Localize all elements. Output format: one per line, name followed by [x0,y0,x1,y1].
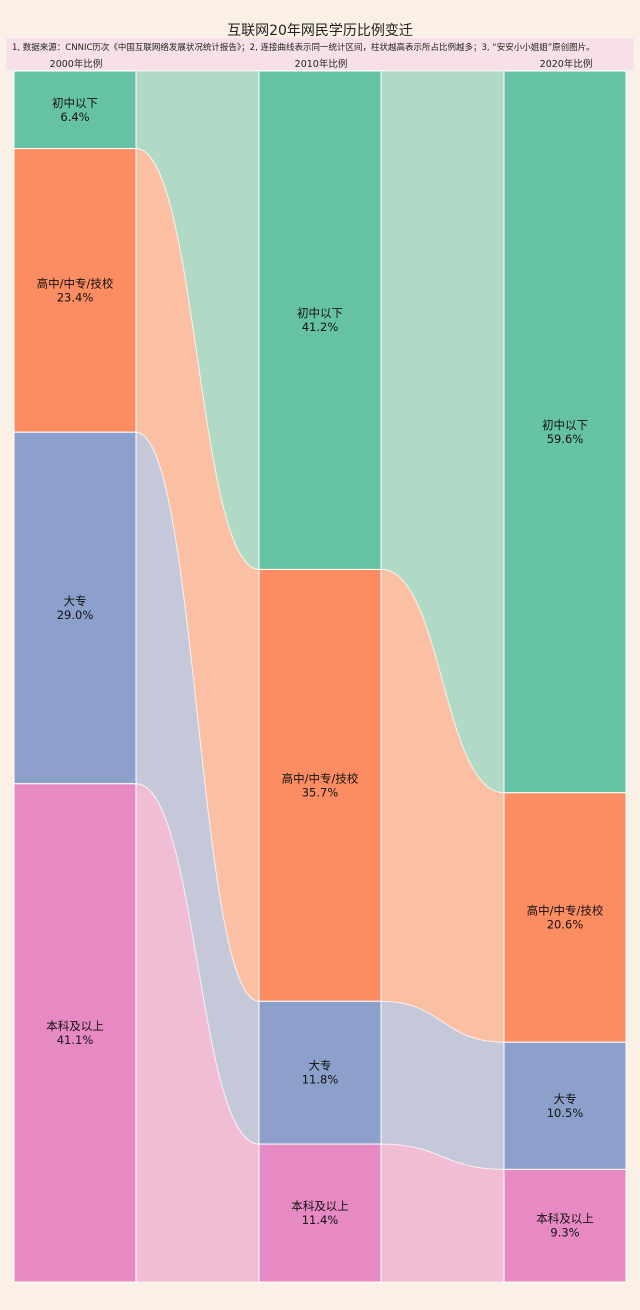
stacked-bars [13,70,627,1283]
label-value-senior-2020: 20.6% [547,917,584,931]
bar-college-2010 [258,1000,382,1145]
label-value-bachelor-2010: 11.4% [302,1213,339,1227]
bar-senior-2010 [258,568,382,1002]
label-name-college-2010: 大专 [309,1059,332,1073]
label-value-junior-2010: 41.2% [302,320,339,334]
label-name-senior-2000: 高中/中专/技校 [37,276,114,290]
label-name-bachelor-2010: 本科及以上 [291,1199,349,1213]
bar-junior-2010 [258,70,382,570]
label-name-bachelor-2020: 本科及以上 [536,1212,594,1226]
label-name-senior-2020: 高中/中专/技校 [527,903,604,917]
column-label-2020: 2020年比例 [539,59,593,70]
column-label-2010: 2010年比例 [294,59,348,70]
label-value-college-2000: 29.0% [57,608,94,622]
label-value-college-2020: 10.5% [547,1106,584,1120]
label-name-college-2000: 大专 [64,594,87,608]
chart-title: 互联网20年网民学历比例变迁 [227,23,413,39]
connection-links [135,70,505,1283]
bar-college-2000 [13,431,137,785]
segment-labels: 初中以下6.4%高中/中专/技校23.4%大专29.0%本科及以上41.1%初中… [37,96,604,1240]
label-name-college-2020: 大专 [554,1092,577,1106]
label-value-senior-2000: 23.4% [57,290,94,304]
bar-senior-2000 [13,148,137,433]
bar-junior-2000 [13,70,137,150]
label-name-senior-2010: 高中/中专/技校 [282,771,359,785]
label-value-bachelor-2000: 41.1% [57,1033,94,1047]
bar-senior-2020 [503,792,627,1043]
label-name-junior-2000: 初中以下 [52,96,98,110]
chart-note: 1, 数据来源：CNNIC历次《中国互联网络发展状况统计报告》；2, 连接曲线表… [12,43,595,53]
label-value-bachelor-2020: 9.3% [550,1226,579,1240]
bar-bachelor-2010 [258,1143,382,1283]
label-value-senior-2010: 35.7% [302,785,339,799]
label-value-college-2010: 11.8% [302,1073,339,1087]
note-band [6,38,634,70]
label-name-junior-2020: 初中以下 [542,418,588,432]
link-bachelor-2000-2010 [135,783,260,1283]
bar-college-2020 [503,1041,627,1170]
bar-bachelor-2020 [503,1168,627,1283]
bar-bachelor-2000 [13,783,137,1283]
label-name-bachelor-2000: 本科及以上 [46,1019,104,1033]
column-label-2000: 2000年比例 [49,59,103,70]
label-value-junior-2000: 6.4% [60,110,89,124]
bar-junior-2020 [503,70,627,794]
label-name-junior-2010: 初中以下 [297,306,343,320]
label-value-junior-2020: 59.6% [547,432,584,446]
